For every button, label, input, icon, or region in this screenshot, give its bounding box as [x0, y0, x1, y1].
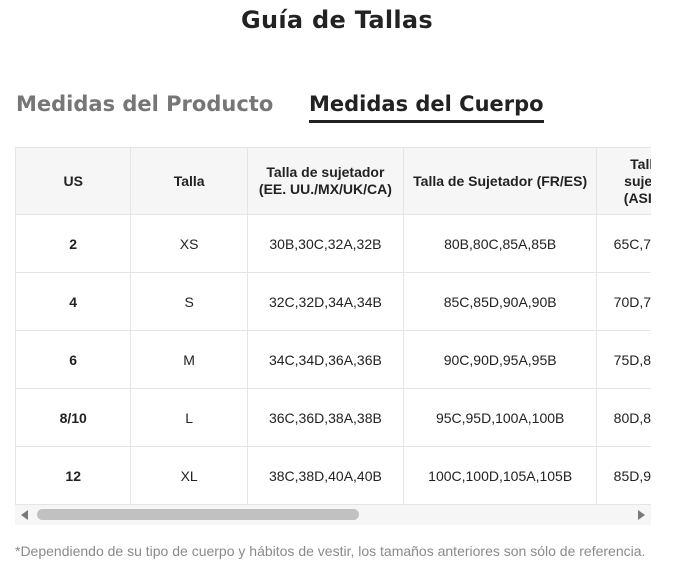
- size-table-container[interactable]: US Talla Talla de sujetador (EE. UU./MX/…: [15, 147, 651, 505]
- tab-bar: Medidas del Producto Medidas del Cuerpo: [16, 92, 656, 132]
- cell-bra-fr-es: 100C,100D,105A,105B: [403, 446, 598, 505]
- reference-note: *Dependiendo de su tipo de cuerpo y hábi…: [15, 543, 646, 559]
- column-header-bra-asia-jp: Talla de sujetador (ASIA/JP): [596, 147, 651, 215]
- cell-bra-us: 38C,38D,40A,40B: [247, 446, 404, 505]
- cell-size: L: [130, 388, 248, 447]
- cell-bra-fr-es: 80B,80C,85A,85B: [403, 214, 598, 273]
- cell-size: XS: [130, 214, 248, 273]
- cell-bra-fr-es: 90C,90D,95A,95B: [403, 330, 598, 389]
- cell-bra-asia-jp: 85D,90B,90C: [596, 446, 651, 505]
- cell-bra-fr-es: 85C,85D,90A,90B: [403, 272, 598, 331]
- scroll-left-icon[interactable]: [21, 510, 28, 520]
- cell-bra-asia-jp: 80D,85B,85C: [596, 388, 651, 447]
- table-header-row: US Talla Talla de sujetador (EE. UU./MX/…: [15, 147, 651, 215]
- cell-bra-us: 32C,32D,34A,34B: [247, 272, 404, 331]
- cell-us: 2: [15, 214, 132, 273]
- cell-bra-us: 30B,30C,32A,32B: [247, 214, 404, 273]
- cell-bra-fr-es: 95C,95D,100A,100B: [403, 388, 598, 447]
- size-table: US Talla Talla de sujetador (EE. UU./MX/…: [15, 147, 651, 505]
- cell-size: XL: [130, 446, 248, 505]
- table-row: 2 XS 30B,30C,32A,32B 80B,80C,85A,85B 65C…: [15, 214, 651, 273]
- scroll-right-icon[interactable]: [638, 510, 645, 520]
- column-header-bra-fr-es: Talla de Sujetador (FR/ES): [403, 147, 598, 215]
- cell-size: S: [130, 272, 248, 331]
- table-row: 4 S 32C,32D,34A,34B 85C,85D,90A,90B 70D,…: [15, 272, 651, 331]
- cell-bra-asia-jp: 75D,80B,80C: [596, 330, 651, 389]
- cell-us: 4: [15, 272, 132, 331]
- cell-us: 8/10: [15, 388, 132, 447]
- column-header-size: Talla: [130, 147, 248, 215]
- cell-bra-asia-jp: 70D,75B,75C: [596, 272, 651, 331]
- horizontal-scrollbar[interactable]: [15, 505, 651, 525]
- cell-bra-asia-jp: 65C,70B,70C: [596, 214, 651, 273]
- page-title: Guía de Tallas: [241, 6, 433, 34]
- cell-size: M: [130, 330, 248, 389]
- tab-body-measurements[interactable]: Medidas del Cuerpo: [309, 92, 544, 123]
- cell-bra-us: 36C,36D,38A,38B: [247, 388, 404, 447]
- cell-us: 6: [15, 330, 132, 389]
- column-header-bra-us: Talla de sujetador (EE. UU./MX/UK/CA): [247, 147, 404, 215]
- tab-product-measurements[interactable]: Medidas del Producto: [16, 92, 274, 116]
- cell-us: 12: [15, 446, 132, 505]
- table-row: 6 M 34C,34D,36A,36B 90C,90D,95A,95B 75D,…: [15, 330, 651, 389]
- scrollbar-thumb[interactable]: [37, 509, 359, 520]
- column-header-us: US: [15, 147, 132, 215]
- cell-bra-us: 34C,34D,36A,36B: [247, 330, 404, 389]
- table-row: 12 XL 38C,38D,40A,40B 100C,100D,105A,105…: [15, 446, 651, 505]
- table-row: 8/10 L 36C,36D,38A,38B 95C,95D,100A,100B…: [15, 388, 651, 447]
